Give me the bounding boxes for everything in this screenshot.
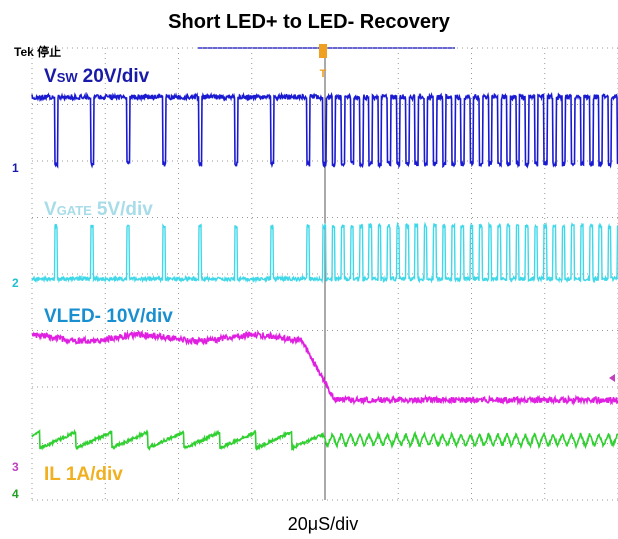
ch2-label: VGATE 5V/div (44, 199, 153, 220)
timebase: 20μS/div (288, 514, 358, 534)
ch2-waveform (31, 221, 618, 284)
ch2-subscript: GATE (57, 203, 92, 218)
ch4-marker: 4 (12, 487, 19, 501)
ch4-label: IL 1A/div (44, 464, 123, 485)
ch4-waveform (31, 428, 618, 452)
ch3-label: VLED- 10V/div (44, 306, 173, 327)
ch1-symbol: V (44, 66, 57, 87)
scope-status: Tek 停止 (14, 44, 61, 59)
ch1-scale: 20V/div (83, 66, 150, 87)
trigger-position (319, 44, 327, 58)
ch3-offset-marker (609, 374, 615, 382)
ch2-marker: 2 (12, 276, 19, 290)
trigger-marker: T (320, 68, 327, 80)
ch1-waveform (31, 91, 618, 169)
ch1-marker: 1 (12, 161, 19, 175)
title: Short LED+ to LED- Recovery (168, 11, 451, 33)
ch1-subscript: SW (57, 70, 79, 85)
ch3-waveform (31, 329, 618, 406)
ch1-label: VSW 20V/div (44, 66, 150, 87)
ch2-symbol: V (44, 199, 57, 220)
graticule (31, 47, 618, 501)
ch3-marker: 3 (12, 460, 19, 474)
waveforms (31, 91, 618, 452)
ch2-scale: 5V/div (97, 199, 153, 220)
